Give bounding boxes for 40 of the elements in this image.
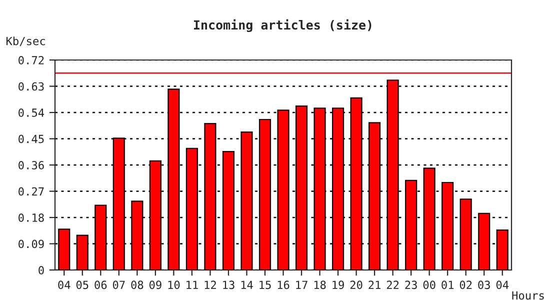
y-tick-label: 0.72	[18, 56, 44, 64]
y-tick-label: 0.45	[18, 134, 44, 144]
y-tick-label: 0.54	[18, 108, 44, 117]
bar	[460, 198, 472, 270]
x-tick-label: 17	[296, 280, 308, 289]
x-tick-label: 05	[76, 280, 88, 290]
x-tick-label: 20	[350, 280, 362, 290]
x-tick-label: 23	[405, 280, 417, 290]
x-tick-label: 04	[496, 280, 509, 290]
x-tick-label: 10	[168, 280, 180, 290]
x-tick-label: 09	[149, 280, 162, 290]
y-tick-label: 0.18	[18, 214, 44, 222]
x-tick-label: 19	[332, 280, 344, 290]
x-tick-label: 22	[386, 280, 399, 289]
x-tick-label: 03	[478, 280, 490, 290]
x-tick-label: 02	[460, 280, 472, 290]
x-tick-label: 14	[241, 280, 253, 289]
chart-title: Incoming articles (size)	[194, 19, 372, 32]
x-tick-label: 16	[278, 280, 290, 290]
x-axis-title: Hours	[512, 291, 544, 300]
y-tick-label: 0.27	[18, 187, 44, 196]
x-tick-label: 00	[423, 280, 436, 290]
y-tick-label: 0	[38, 266, 44, 274]
x-tick-label: 12	[204, 280, 216, 289]
y-tick-label: 0.63	[18, 82, 44, 91]
y-tick-label: 0.36	[18, 161, 44, 170]
x-tick-label: 18	[314, 280, 326, 290]
bar	[222, 151, 235, 270]
x-tick-label: 04	[58, 280, 70, 290]
x-tick-label: 15	[260, 280, 271, 290]
x-tick-label: 07	[112, 280, 125, 290]
x-tick-label: 13	[223, 280, 234, 290]
x-tick-label: 01	[442, 280, 454, 290]
x-tick-label: 21	[368, 280, 380, 289]
bar	[240, 131, 253, 270]
x-tick-label: 06	[94, 280, 107, 290]
x-tick-label: 08	[131, 280, 144, 290]
x-tick-label: 11	[186, 280, 198, 289]
y-axis-title: Kb/sec	[6, 36, 45, 46]
y-tick-label: 0.09	[18, 240, 44, 248]
